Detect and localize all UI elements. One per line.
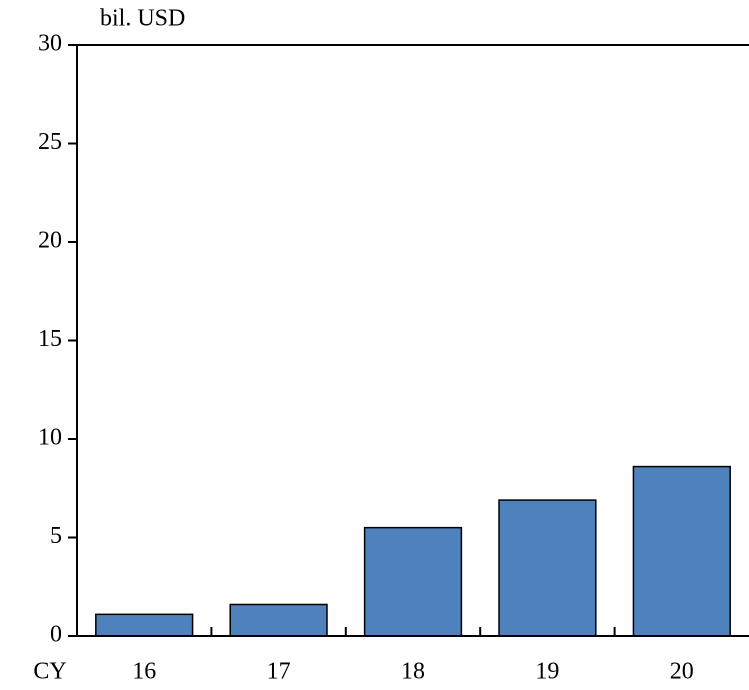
bar [95,613,194,637]
y-tick-label: 5 [50,523,62,549]
x-tick-label: 18 [401,659,425,685]
x-tick-label: 20 [670,659,694,685]
x-axis-label: CY [33,659,66,685]
bar [498,499,597,637]
y-tick-label: 20 [38,228,62,254]
x-tick-label: 17 [267,659,291,685]
bar [363,526,463,637]
x-tick-label: 19 [535,659,559,685]
bar [229,603,328,637]
y-tick-label: 25 [38,129,62,155]
y-tick-label: 15 [38,326,62,352]
y-axis-unit: bil. USD [100,6,185,32]
x-tick-label: 16 [132,659,156,685]
y-tick-label: 30 [38,31,62,57]
y-tick-label: 10 [38,425,62,451]
y-tick-label: 0 [50,622,62,648]
bar [632,465,731,637]
